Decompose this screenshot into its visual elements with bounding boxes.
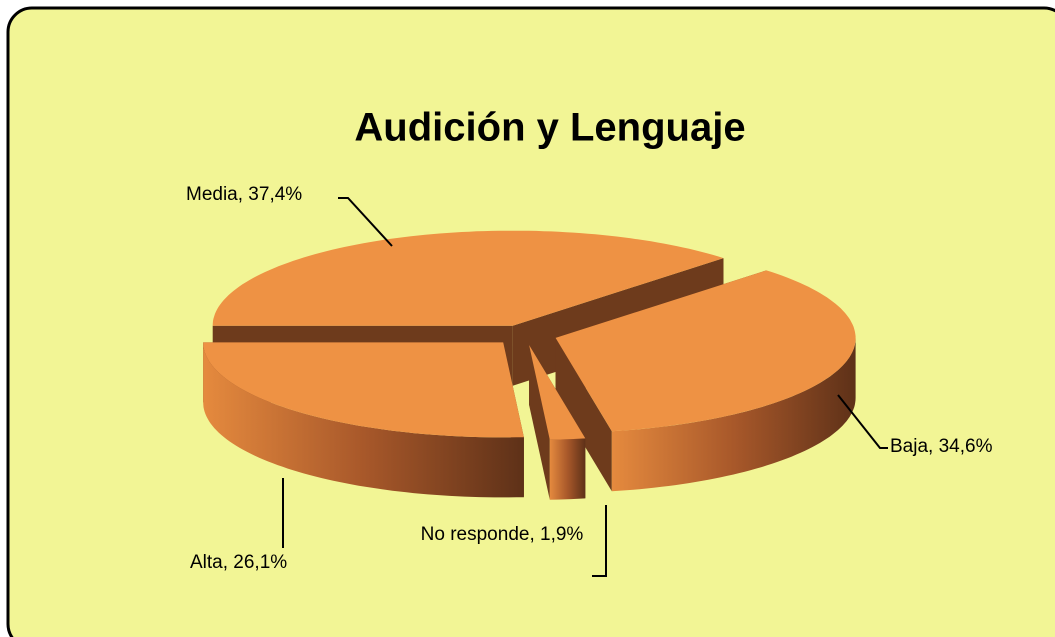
- slice-top: [212, 230, 724, 326]
- slice-outer-wall: [611, 337, 856, 492]
- slice-top: [555, 270, 856, 432]
- chart-title: Audición y Lenguaje: [354, 106, 745, 150]
- pie: [203, 230, 856, 500]
- leader-line: [837, 394, 888, 449]
- data-label: Alta, 26,1%: [190, 552, 288, 573]
- slice: [555, 270, 856, 492]
- leader-lines: [282, 197, 888, 577]
- data-label: No responde, 1,9%: [420, 524, 584, 545]
- leader-line: [592, 505, 607, 577]
- slice-outer-wall: [549, 438, 586, 500]
- slice: [529, 345, 586, 500]
- slice-outer-wall: [203, 342, 524, 498]
- slice-cut-face: [529, 345, 550, 500]
- slice-cut-face: [555, 337, 612, 492]
- data-label: Baja, 34,6%: [890, 436, 993, 457]
- leader-line: [338, 197, 393, 247]
- slice-top: [529, 345, 586, 440]
- slice-top: [203, 342, 524, 438]
- slice: [203, 342, 524, 498]
- data-label: Media, 37,4%: [186, 184, 303, 205]
